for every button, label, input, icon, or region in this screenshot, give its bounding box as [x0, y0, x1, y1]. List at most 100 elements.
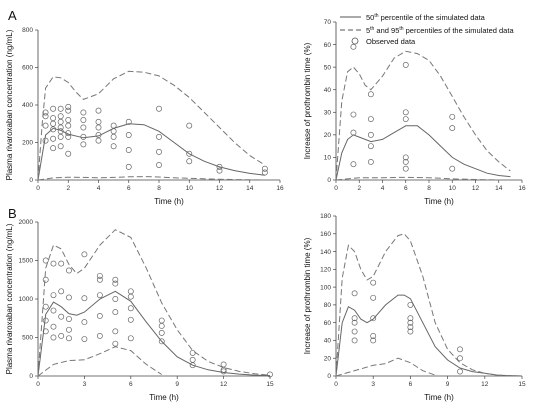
y-tick-label: 0: [29, 373, 33, 380]
observed-point: [158, 329, 165, 336]
y-tick-label: 140: [320, 249, 331, 256]
observed-point: [95, 107, 102, 114]
observed-point: [156, 105, 162, 112]
y-tick-label: 160: [320, 231, 331, 238]
x-tick-label: 12: [481, 381, 489, 388]
observed-point: [351, 328, 358, 335]
observed-point: [80, 124, 87, 131]
observed-point: [50, 120, 57, 127]
observed-point: [58, 260, 65, 267]
observed-point: [50, 115, 57, 122]
observed-point: [186, 150, 193, 157]
observed-point: [127, 316, 134, 323]
observed-point: [112, 296, 119, 302]
x-tick-label: 3: [83, 381, 87, 388]
observed-point: [127, 335, 134, 342]
observed-point: [50, 105, 57, 112]
x-tick-label: 2: [66, 185, 70, 192]
observed-point: [112, 276, 119, 283]
observed-point: [402, 61, 409, 68]
observed-point: [65, 326, 72, 333]
y-tick-label: 1000: [19, 296, 34, 303]
observed-point: [65, 122, 72, 129]
observed-point: [402, 109, 409, 116]
observed-point: [50, 260, 57, 267]
observed-point: [42, 257, 49, 264]
median-line: [37, 123, 265, 181]
observed-point: [96, 333, 103, 339]
observed-point: [267, 371, 273, 378]
x-tick-label: 10: [186, 185, 194, 192]
observed-point: [81, 319, 88, 326]
observed-point: [65, 103, 72, 110]
observed-point: [156, 133, 162, 140]
observed-point: [42, 109, 49, 116]
y-tick-label: 0: [327, 177, 331, 184]
y-tick-label: 600: [22, 65, 33, 72]
y-tick-label: 1500: [19, 258, 34, 265]
x-tick-label: 6: [127, 185, 131, 192]
observed-point: [112, 280, 119, 287]
percentile-line: [37, 229, 271, 377]
x-axis-label: Time (h): [154, 197, 184, 206]
observed-point: [80, 117, 87, 123]
y-tick-label: 40: [324, 87, 332, 94]
observed-point: [110, 133, 117, 140]
observed-point: [42, 113, 49, 120]
observed-point: [95, 137, 102, 144]
x-tick-label: 9: [175, 381, 179, 388]
observed-point: [350, 111, 357, 118]
median-line: [335, 294, 523, 377]
observed-point: [127, 288, 134, 295]
observed-point: [81, 251, 88, 258]
observed-point: [351, 290, 358, 297]
observed-point: [367, 158, 374, 165]
x-tick-label: 9: [446, 381, 450, 388]
legend-swatch-observed: [351, 37, 359, 45]
x-tick-label: 3: [371, 381, 375, 388]
x-tick-label: 6: [129, 381, 133, 388]
y-tick-label: 20: [324, 355, 332, 362]
observed-point: [158, 338, 165, 345]
observed-point: [50, 292, 57, 299]
observed-point: [367, 131, 374, 138]
x-tick-label: 4: [381, 185, 385, 192]
observed-point: [370, 279, 377, 286]
x-tick-label: 6: [404, 185, 408, 192]
observed-point: [402, 158, 409, 165]
y-tick-label: 50: [324, 64, 332, 71]
legend: 50th percentile of the simulated data 5t…: [340, 13, 514, 46]
x-tick-label: 16: [276, 185, 284, 192]
observed-point: [57, 143, 64, 150]
observed-point: [42, 137, 49, 144]
observed-point: [96, 276, 103, 283]
y-tick-label: 70: [324, 19, 332, 26]
observed-point: [127, 305, 134, 312]
observed-point: [58, 313, 65, 320]
observed-point: [125, 163, 132, 170]
observed-point: [42, 276, 49, 283]
observed-point: [189, 349, 196, 356]
observed-point: [57, 124, 64, 131]
chart-b-prothrombin: 0 3 6 9 12 15 0 20 40 60 80 100 120 140 160 180 Time (h)…: [303, 213, 526, 402]
legend-label-band: 5th and 95th percentiles of the simulate…: [366, 26, 514, 35]
observed-point: [65, 150, 72, 157]
chart-b-concentration: 0 3 6 9 12 15 0 500 1000 1500 2000 Time (h) Plasma r…: [5, 219, 274, 402]
x-tick-label: 16: [518, 185, 526, 192]
observed-point: [50, 145, 57, 152]
observed-point: [81, 295, 88, 302]
observed-point: [407, 324, 414, 331]
observed-point: [42, 328, 49, 335]
y-tick-label: 0: [327, 373, 331, 380]
observed-point: [370, 294, 377, 301]
x-tick-label: 0: [334, 381, 338, 388]
x-tick-label: 15: [518, 381, 526, 388]
observed-point: [367, 91, 374, 98]
y-tick-label: 40: [324, 338, 332, 345]
observed-point: [65, 130, 72, 137]
observed-point: [65, 107, 72, 114]
observed-point: [261, 169, 268, 176]
percentile-line: [335, 50, 511, 181]
observed-point: [370, 333, 377, 339]
